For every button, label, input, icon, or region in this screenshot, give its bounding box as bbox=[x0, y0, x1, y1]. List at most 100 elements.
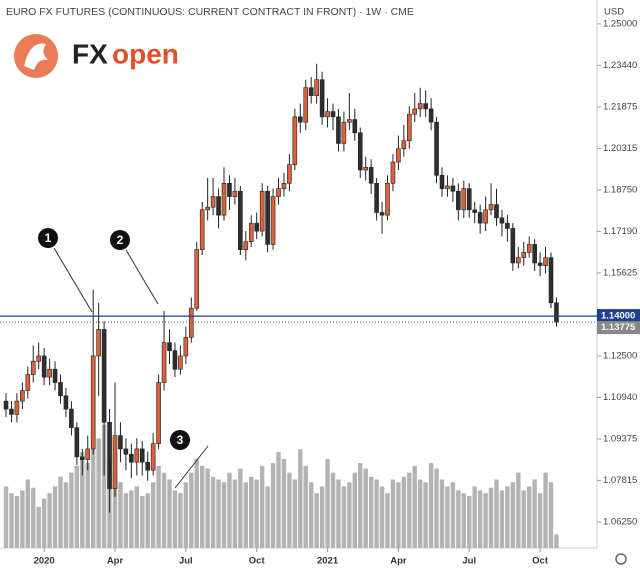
volume-bar bbox=[47, 493, 52, 548]
volume-bar bbox=[363, 468, 368, 548]
candle-body bbox=[80, 456, 85, 460]
candle-body bbox=[3, 400, 9, 410]
candle-body bbox=[472, 209, 478, 213]
candle-body bbox=[118, 435, 123, 450]
volume-bar bbox=[118, 482, 123, 548]
candle-body bbox=[85, 448, 91, 460]
candle-body bbox=[423, 103, 428, 110]
volume-bar bbox=[379, 486, 385, 548]
volume-bar bbox=[96, 438, 101, 548]
volume-bar bbox=[69, 472, 74, 548]
chart-title: EURO FX FUTURES (CONTINUOUS: CURRENT CON… bbox=[6, 6, 414, 18]
volume-bar bbox=[505, 486, 510, 548]
annotation-label: 1 bbox=[45, 231, 52, 245]
volume-bar bbox=[390, 479, 396, 548]
candle-body bbox=[96, 329, 101, 357]
volume-bar bbox=[298, 449, 303, 548]
volume-bar bbox=[129, 490, 134, 548]
volume-bar bbox=[14, 495, 20, 548]
candle-body bbox=[308, 87, 314, 96]
candle-body bbox=[396, 148, 401, 163]
volume-bar bbox=[510, 482, 516, 548]
candle-body bbox=[357, 132, 363, 171]
volume-bar bbox=[467, 495, 472, 548]
volume-bar bbox=[52, 486, 58, 548]
volume-bar bbox=[499, 490, 505, 548]
y-tick-label: 1.06250 bbox=[603, 516, 637, 527]
last-price-label: 1.13775 bbox=[601, 322, 636, 333]
volume-bar bbox=[352, 472, 357, 548]
settings-icon[interactable] bbox=[615, 553, 627, 565]
volume-bar bbox=[554, 534, 559, 548]
annotation-marker bbox=[38, 228, 58, 248]
x-tick-label: 2020 bbox=[34, 556, 55, 567]
candle-body bbox=[112, 435, 118, 490]
candle-body bbox=[554, 302, 559, 323]
candle-body bbox=[63, 395, 69, 410]
volume-bar bbox=[249, 476, 254, 548]
candle-body bbox=[548, 257, 554, 304]
x-tick-label: Jul bbox=[462, 556, 476, 567]
candle-body bbox=[401, 140, 407, 150]
candle-body bbox=[347, 119, 352, 123]
candle-body bbox=[161, 342, 167, 383]
volume-bar bbox=[150, 482, 156, 548]
candle-body bbox=[494, 204, 499, 219]
candle-body bbox=[515, 257, 521, 264]
volume-bar bbox=[434, 468, 439, 548]
volume-bar bbox=[140, 495, 145, 548]
candle-body bbox=[281, 182, 287, 189]
candle-body bbox=[456, 190, 461, 211]
volume-bar bbox=[183, 482, 189, 548]
volume-bar bbox=[178, 493, 183, 548]
volume-bar bbox=[287, 472, 292, 548]
y-tick-label: 1.15625 bbox=[603, 267, 637, 278]
volume-bar bbox=[101, 424, 107, 548]
volume-bar bbox=[221, 482, 227, 548]
candle-body bbox=[330, 111, 336, 118]
volume-bar bbox=[450, 482, 456, 548]
candle-body bbox=[9, 408, 14, 415]
annotation-label: 3 bbox=[177, 433, 184, 447]
volume-bar bbox=[281, 458, 287, 548]
volume-bar bbox=[270, 463, 276, 548]
logo-fx: FX bbox=[72, 38, 108, 69]
logo-open: open bbox=[112, 38, 179, 69]
candle-body bbox=[129, 453, 134, 463]
y-tick-label: 1.25000 bbox=[603, 18, 637, 29]
volume-bar bbox=[521, 490, 526, 548]
candle-body bbox=[374, 182, 379, 213]
candle-body bbox=[352, 119, 358, 134]
volume-bar bbox=[172, 490, 178, 548]
candle-body bbox=[385, 182, 390, 216]
volume-bar bbox=[412, 465, 417, 548]
volume-bar bbox=[319, 486, 325, 548]
logo-icon-detail bbox=[24, 43, 48, 70]
candle-body bbox=[90, 355, 96, 450]
candle-body bbox=[123, 448, 129, 455]
candle-body bbox=[47, 368, 52, 378]
candle-body bbox=[276, 188, 281, 197]
y-tick-label: 1.10940 bbox=[603, 392, 637, 403]
x-tick-label: Jul bbox=[179, 556, 193, 567]
candle-body bbox=[428, 108, 434, 123]
candle-body bbox=[505, 222, 510, 229]
volume-bar bbox=[238, 468, 243, 548]
volume-bar bbox=[243, 482, 248, 548]
volume-bar bbox=[543, 472, 548, 548]
volume-bar bbox=[396, 482, 401, 548]
candle-body bbox=[216, 196, 221, 216]
level-label-box bbox=[597, 309, 640, 323]
y-tick-label: 1.21875 bbox=[603, 101, 637, 112]
volume-bar bbox=[189, 472, 194, 548]
candle-body bbox=[150, 443, 156, 471]
candle-body bbox=[227, 182, 232, 197]
volume-bar bbox=[527, 486, 532, 548]
volume-bar bbox=[494, 479, 499, 548]
currency: USD bbox=[604, 7, 624, 18]
level-label: 1.14000 bbox=[601, 311, 635, 322]
candle-body bbox=[412, 108, 418, 115]
candle-body bbox=[74, 427, 80, 458]
candle-body bbox=[25, 374, 31, 391]
volume-bar bbox=[9, 493, 14, 548]
